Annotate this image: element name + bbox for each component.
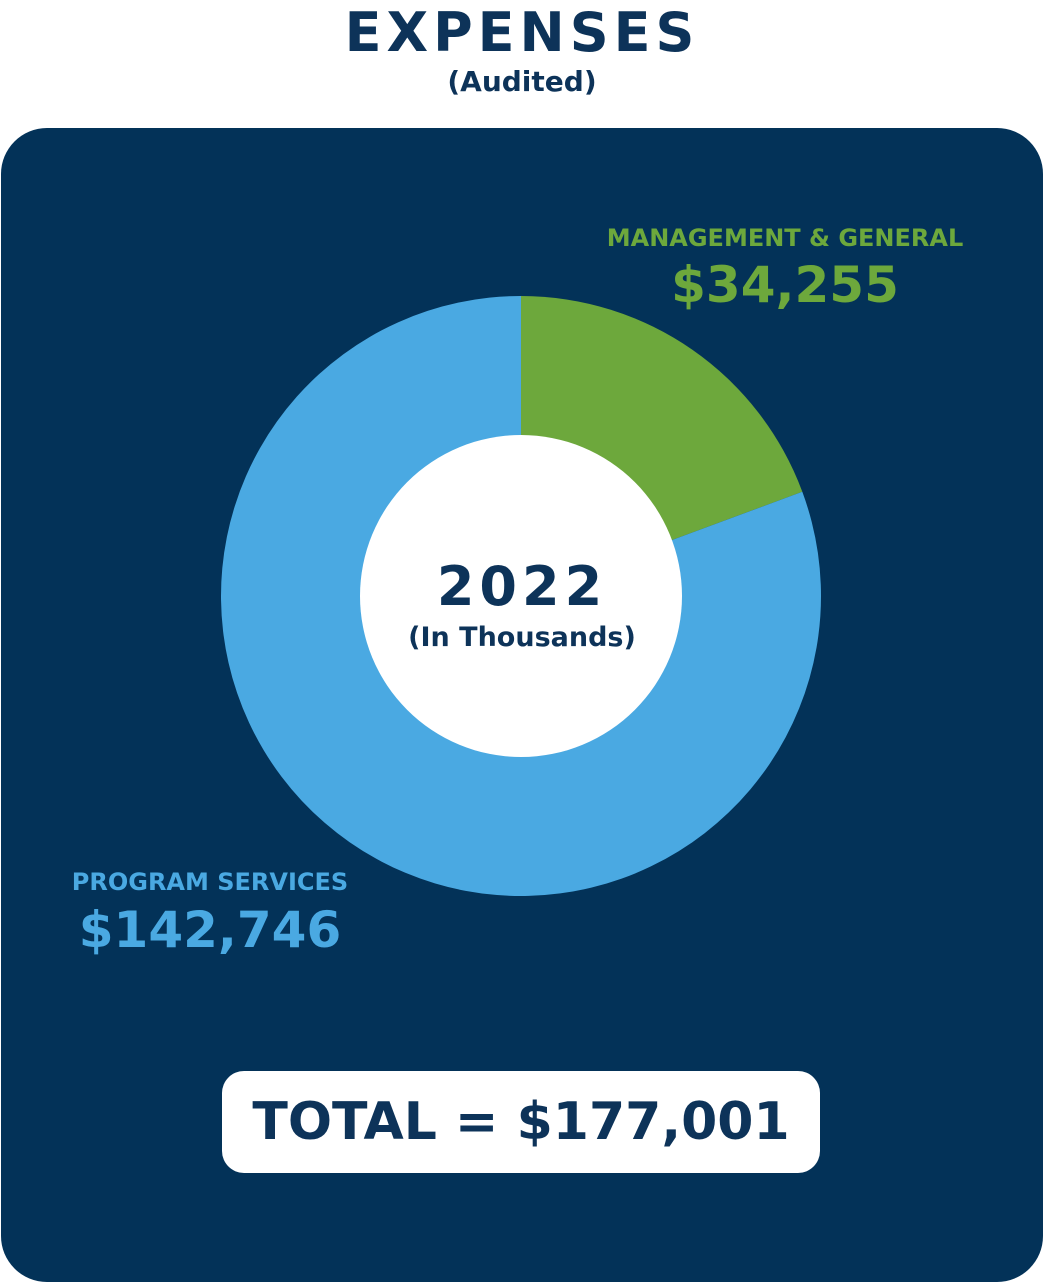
slice-value-management-general: $34,255 — [671, 256, 899, 314]
chart-subtitle: (Audited) — [447, 65, 597, 98]
donut-hole — [360, 435, 682, 757]
slice-value-program-services: $142,746 — [78, 901, 342, 959]
center-year-label: 2022 — [436, 555, 608, 618]
total-box: TOTAL = $177,001 — [222, 1071, 820, 1173]
slice-label-program-services: PROGRAM SERVICES — [71, 868, 349, 896]
slice-label-management-general: MANAGEMENT & GENERAL — [606, 224, 964, 252]
center-unit-label: (In Thousands) — [408, 622, 636, 653]
chart-title: EXPENSES — [344, 1, 700, 64]
total-label: TOTAL = $177,001 — [252, 1092, 790, 1152]
